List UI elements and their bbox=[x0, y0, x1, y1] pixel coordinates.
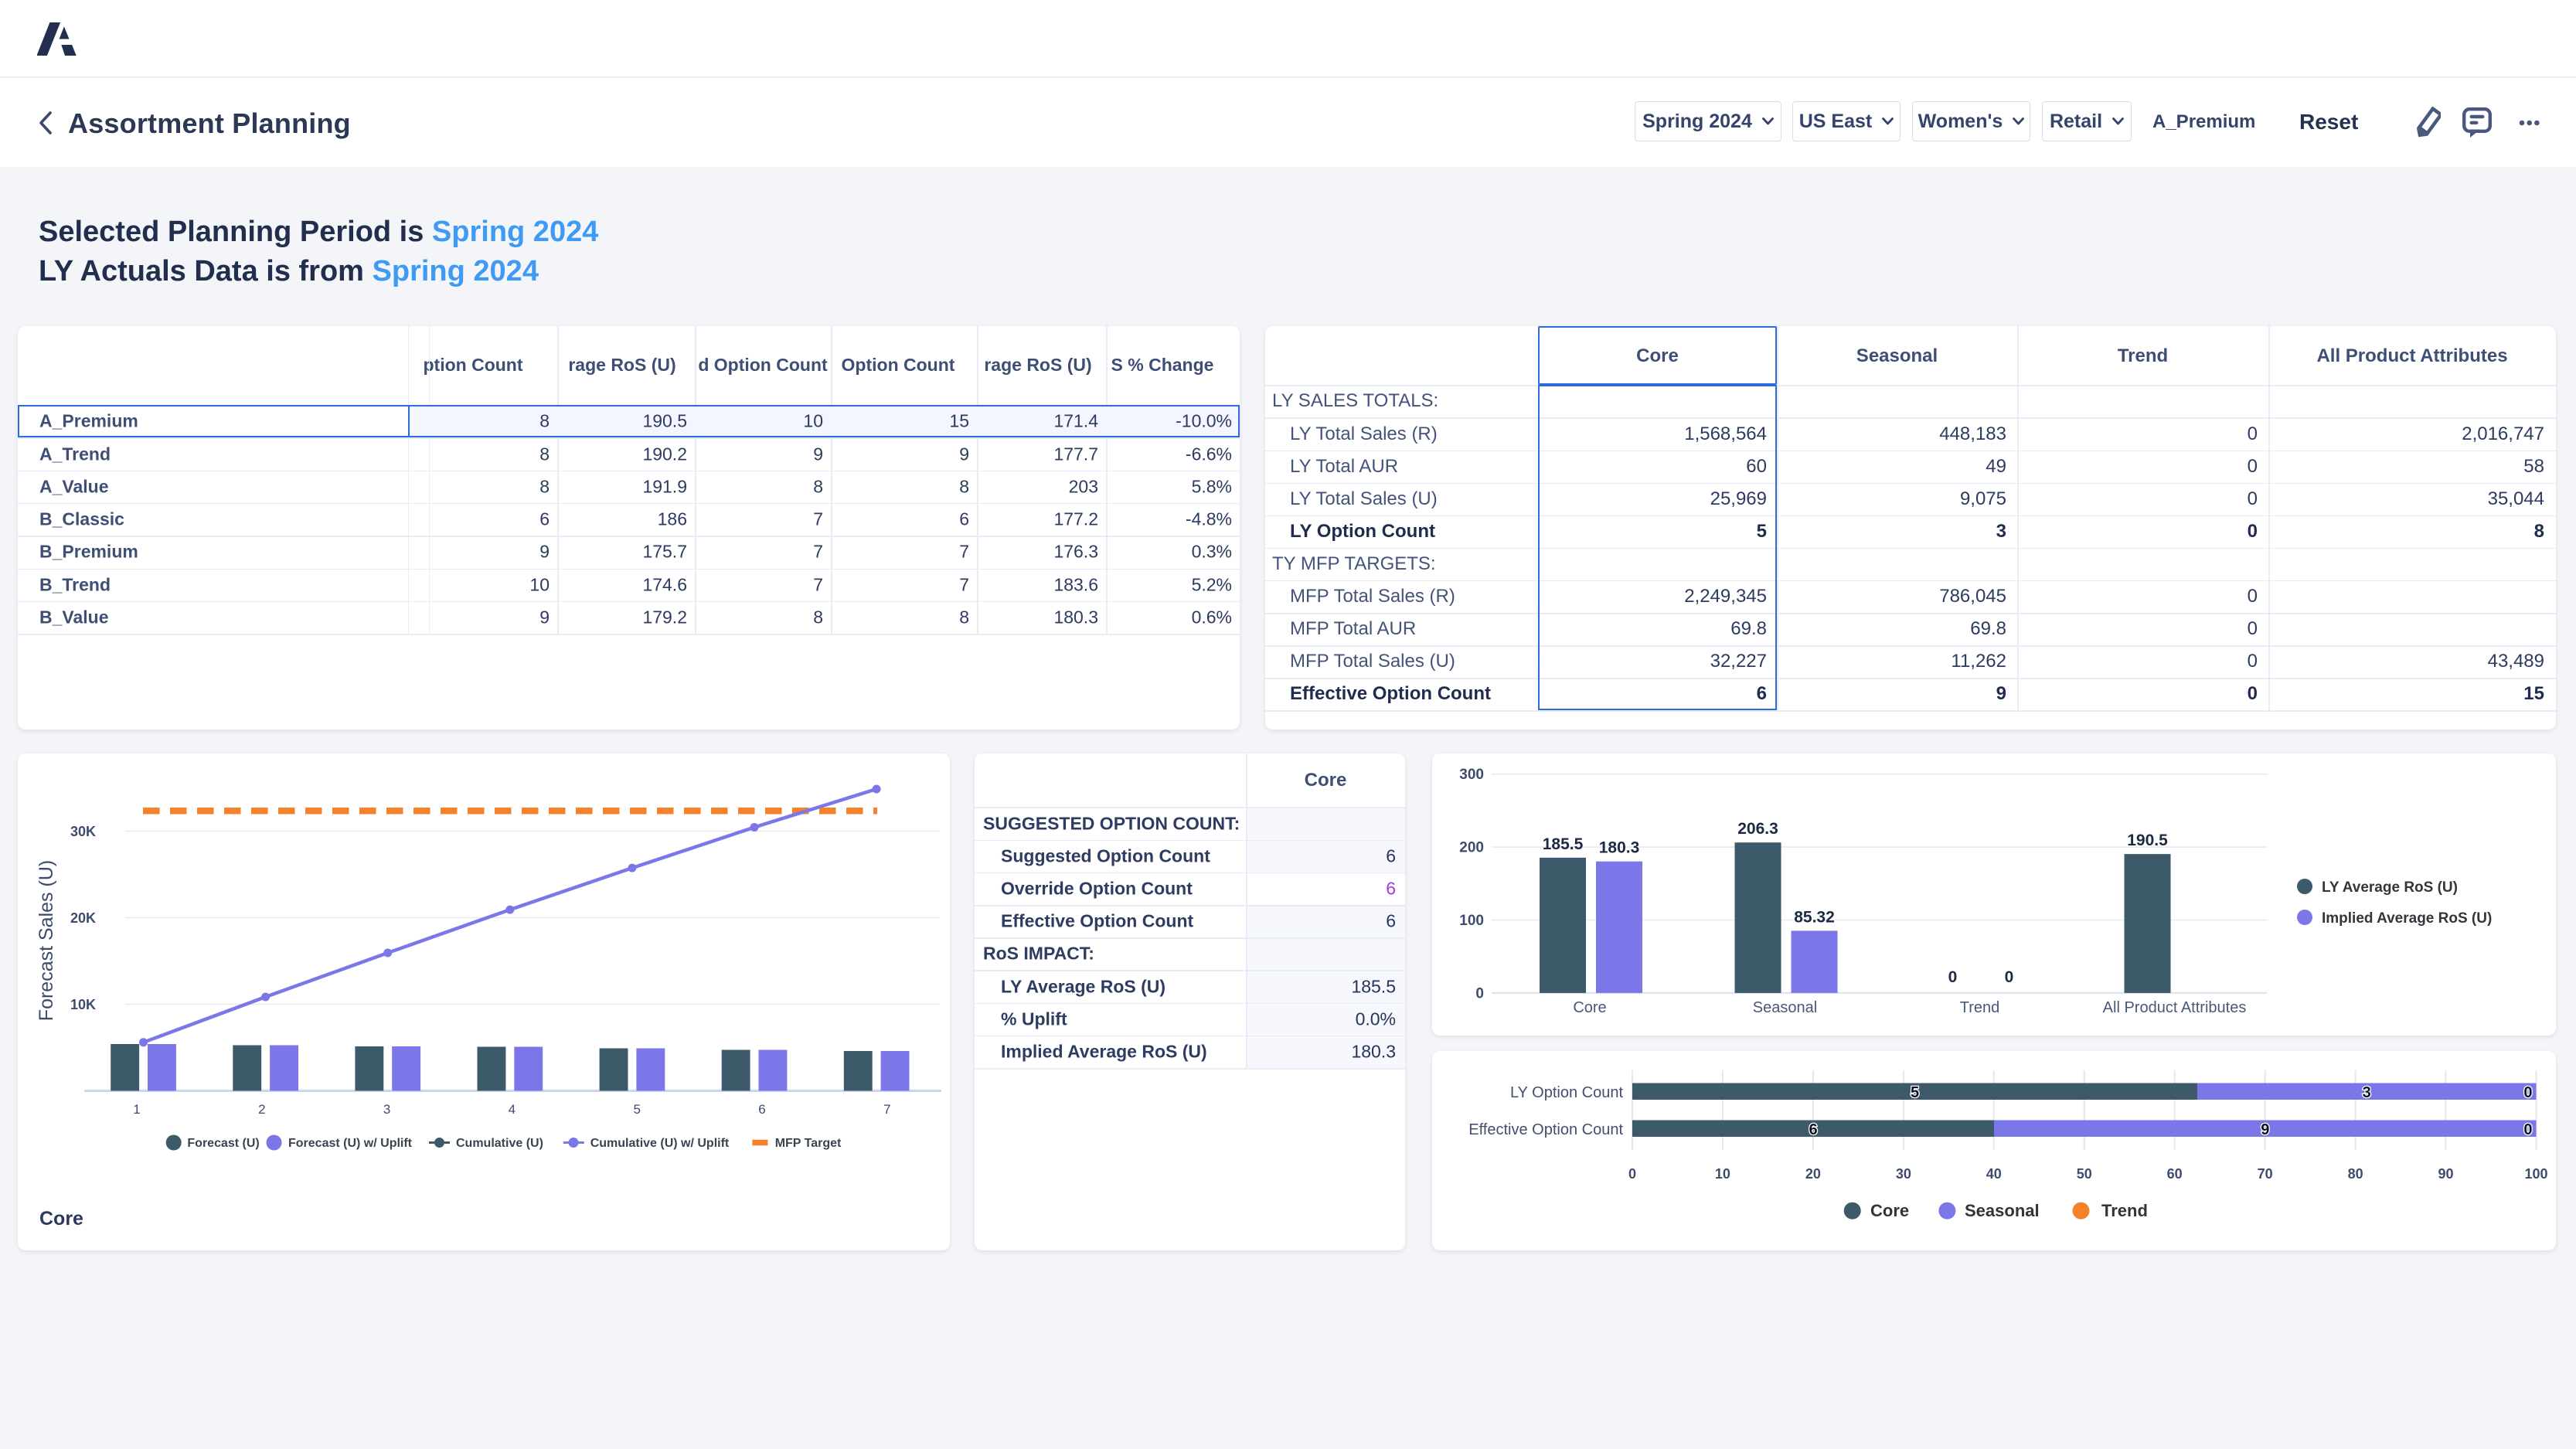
svg-text:100: 100 bbox=[1459, 913, 1484, 929]
svg-text:LY Average RoS (U): LY Average RoS (U) bbox=[2322, 879, 2458, 896]
svg-text:0: 0 bbox=[1948, 968, 1958, 986]
svg-text:9: 9 bbox=[2261, 1121, 2269, 1138]
svg-text:60: 60 bbox=[2167, 1166, 2183, 1182]
svg-text:5: 5 bbox=[633, 1102, 640, 1117]
svg-text:1: 1 bbox=[133, 1102, 140, 1117]
svg-text:190.5: 190.5 bbox=[2127, 832, 2168, 849]
svg-text:70: 70 bbox=[2258, 1166, 2273, 1182]
svg-text:100: 100 bbox=[2524, 1166, 2547, 1182]
svg-text:0: 0 bbox=[2523, 1121, 2532, 1138]
svg-text:6: 6 bbox=[758, 1102, 765, 1117]
svg-text:10: 10 bbox=[1715, 1166, 1730, 1182]
svg-text:3: 3 bbox=[2363, 1084, 2371, 1101]
svg-text:All Product Attributes: All Product Attributes bbox=[2103, 999, 2247, 1016]
svg-text:3: 3 bbox=[383, 1102, 390, 1117]
svg-text:Seasonal: Seasonal bbox=[1965, 1201, 2040, 1220]
svg-text:Trend: Trend bbox=[2101, 1201, 2148, 1220]
svg-text:5: 5 bbox=[1911, 1084, 1919, 1101]
svg-text:200: 200 bbox=[1459, 840, 1484, 856]
svg-text:Seasonal: Seasonal bbox=[1753, 999, 1817, 1016]
svg-text:50: 50 bbox=[2077, 1166, 2092, 1182]
svg-text:30: 30 bbox=[1896, 1166, 1911, 1182]
svg-text:Core: Core bbox=[1573, 999, 1606, 1016]
svg-text:6: 6 bbox=[1809, 1121, 1817, 1138]
svg-text:0: 0 bbox=[1628, 1166, 1636, 1182]
svg-text:85.32: 85.32 bbox=[1794, 908, 1835, 926]
svg-text:206.3: 206.3 bbox=[1737, 820, 1778, 838]
svg-text:40: 40 bbox=[1986, 1166, 2002, 1182]
svg-text:0: 0 bbox=[2005, 968, 2014, 986]
svg-text:Trend: Trend bbox=[1960, 999, 2000, 1016]
svg-text:LY Option Count: LY Option Count bbox=[1510, 1084, 1623, 1101]
svg-text:20: 20 bbox=[1805, 1166, 1821, 1182]
svg-text:80: 80 bbox=[2348, 1166, 2363, 1182]
svg-text:Effective Option Count: Effective Option Count bbox=[1468, 1121, 1623, 1138]
svg-text:Forecast (U) w/ Uplift: Forecast (U) w/ Uplift bbox=[288, 1137, 413, 1150]
svg-text:185.5: 185.5 bbox=[1543, 835, 1584, 853]
svg-text:Core: Core bbox=[1870, 1201, 1909, 1220]
svg-text:7: 7 bbox=[883, 1102, 890, 1117]
svg-text:180.3: 180.3 bbox=[1599, 839, 1640, 857]
svg-text:Implied Average RoS (U): Implied Average RoS (U) bbox=[2322, 910, 2492, 927]
svg-text:Forecast (U): Forecast (U) bbox=[187, 1137, 259, 1150]
svg-text:MFP Target: MFP Target bbox=[775, 1137, 842, 1150]
svg-text:2: 2 bbox=[258, 1102, 265, 1117]
svg-text:Cumulative (U) w/ Uplift: Cumulative (U) w/ Uplift bbox=[590, 1137, 730, 1150]
svg-text:10K: 10K bbox=[70, 997, 96, 1012]
svg-text:0: 0 bbox=[2523, 1084, 2532, 1101]
svg-text:300: 300 bbox=[1459, 767, 1484, 783]
svg-text:20K: 20K bbox=[70, 910, 96, 926]
svg-text:Cumulative (U): Cumulative (U) bbox=[456, 1137, 543, 1150]
svg-text:0: 0 bbox=[1475, 985, 1484, 1002]
svg-text:Forecast Sales (U): Forecast Sales (U) bbox=[36, 860, 57, 1021]
svg-text:30K: 30K bbox=[70, 824, 96, 839]
svg-text:4: 4 bbox=[509, 1102, 516, 1117]
svg-text:90: 90 bbox=[2438, 1166, 2453, 1182]
